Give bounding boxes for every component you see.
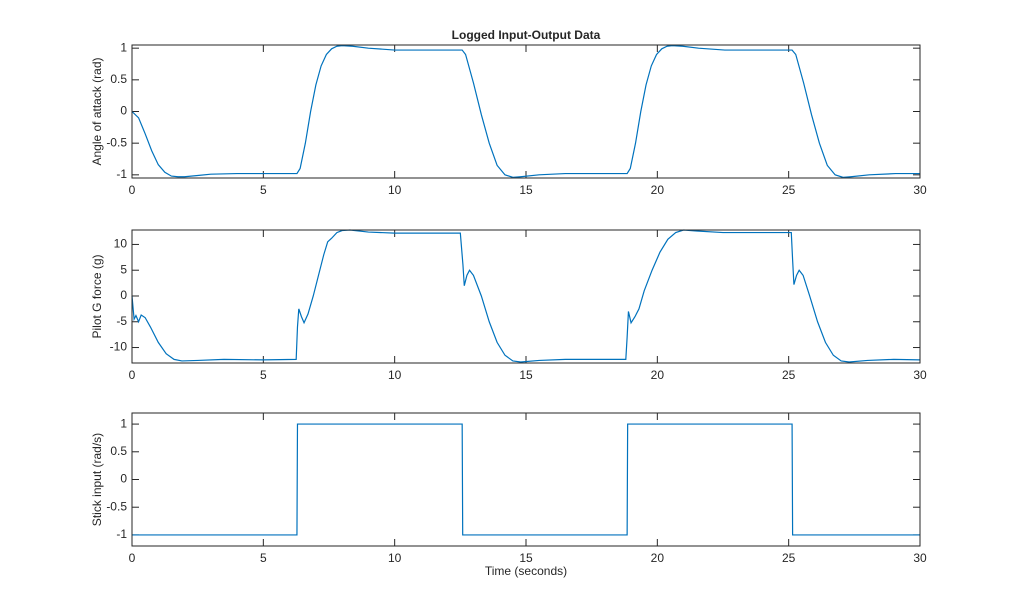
x-tick-label: 25 [782,368,796,382]
x-tick-label: 5 [260,368,267,382]
axes-box [131,229,921,364]
x-tick-label: 5 [260,183,267,197]
axes-box [131,412,921,547]
x-tick-label: 10 [388,551,402,565]
data-line [131,45,920,178]
chart-title: Logged Input-Output Data [452,28,601,42]
y-tick-label: -10 [110,340,128,354]
x-tick-label: 0 [129,183,136,197]
axes-background [132,45,920,178]
x-tick-label: 0 [129,551,136,565]
y-tick-label: 10 [114,237,128,251]
y-tick-label: -0.5 [106,499,127,513]
x-tick-label: 20 [651,551,665,565]
axes-box [131,44,921,179]
y-tick-label: 0 [120,104,127,118]
y-tick-label: -0.5 [106,135,127,149]
x-tick-label: 20 [651,368,665,382]
y-axis-label: Angle of attack (rad) [90,57,104,165]
x-tick-label: 30 [913,368,927,382]
x-tick-label: 25 [782,551,796,565]
y-tick-label: 1 [120,40,127,54]
x-tick-label: 0 [129,368,136,382]
y-tick-label: 5 [120,262,127,276]
y-tick-label: -5 [116,314,127,328]
x-tick-label: 15 [519,368,533,382]
y-tick-label: -1 [116,167,127,181]
y-tick-label: 0.5 [110,72,127,86]
y-tick-label: 1 [120,416,127,430]
x-tick-label: 30 [913,183,927,197]
x-tick-label: 10 [388,183,402,197]
x-tick-label: 30 [913,551,927,565]
data-line [132,423,920,536]
x-tick-label: 15 [519,551,533,565]
y-axis-label: Stick input (rad/s) [90,433,104,526]
x-tick-label: 25 [782,183,796,197]
data-line [131,229,921,363]
y-axis-label: Pilot G force (g) [90,254,104,338]
y-tick-label: 0 [120,472,127,486]
axes-background [132,413,920,546]
x-tick-label: 15 [519,183,533,197]
x-axis-label: Time (seconds) [485,564,567,578]
y-tick-label: -1 [116,527,127,541]
x-tick-label: 20 [651,183,665,197]
x-tick-label: 10 [388,368,402,382]
x-tick-label: 5 [260,551,267,565]
axes-background [132,230,920,363]
y-tick-label: 0.5 [110,444,127,458]
y-tick-label: 0 [120,288,127,302]
